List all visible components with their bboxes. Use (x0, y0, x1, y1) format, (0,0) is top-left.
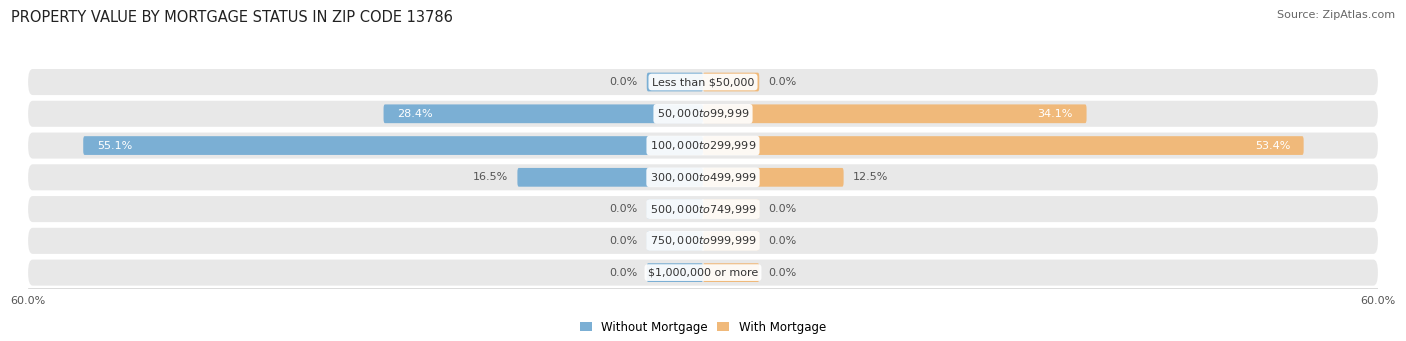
Text: 53.4%: 53.4% (1254, 140, 1291, 151)
Text: Source: ZipAtlas.com: Source: ZipAtlas.com (1277, 10, 1395, 20)
Text: 12.5%: 12.5% (852, 172, 889, 182)
Text: 16.5%: 16.5% (474, 172, 509, 182)
Text: 0.0%: 0.0% (610, 77, 638, 87)
FancyBboxPatch shape (28, 164, 1378, 190)
FancyBboxPatch shape (28, 69, 1378, 95)
FancyBboxPatch shape (647, 232, 703, 250)
Text: $50,000 to $99,999: $50,000 to $99,999 (657, 107, 749, 120)
Text: $100,000 to $299,999: $100,000 to $299,999 (650, 139, 756, 152)
Text: $1,000,000 or more: $1,000,000 or more (648, 268, 758, 278)
FancyBboxPatch shape (703, 136, 1303, 155)
Text: 0.0%: 0.0% (610, 268, 638, 278)
Text: 0.0%: 0.0% (610, 204, 638, 214)
Text: 28.4%: 28.4% (396, 109, 433, 119)
FancyBboxPatch shape (647, 200, 703, 219)
FancyBboxPatch shape (703, 263, 759, 282)
FancyBboxPatch shape (647, 73, 703, 91)
Text: $750,000 to $999,999: $750,000 to $999,999 (650, 234, 756, 247)
Text: $500,000 to $749,999: $500,000 to $749,999 (650, 203, 756, 216)
Text: 0.0%: 0.0% (610, 236, 638, 246)
FancyBboxPatch shape (83, 136, 703, 155)
FancyBboxPatch shape (28, 228, 1378, 254)
Text: $300,000 to $499,999: $300,000 to $499,999 (650, 171, 756, 184)
FancyBboxPatch shape (703, 232, 759, 250)
FancyBboxPatch shape (703, 200, 759, 219)
Text: PROPERTY VALUE BY MORTGAGE STATUS IN ZIP CODE 13786: PROPERTY VALUE BY MORTGAGE STATUS IN ZIP… (11, 10, 453, 25)
FancyBboxPatch shape (703, 104, 1087, 123)
Text: 0.0%: 0.0% (768, 236, 796, 246)
FancyBboxPatch shape (703, 73, 759, 91)
Text: 55.1%: 55.1% (97, 140, 132, 151)
Text: 34.1%: 34.1% (1038, 109, 1073, 119)
FancyBboxPatch shape (28, 260, 1378, 286)
Text: 0.0%: 0.0% (768, 77, 796, 87)
Text: Less than $50,000: Less than $50,000 (652, 77, 754, 87)
FancyBboxPatch shape (28, 133, 1378, 159)
Text: 0.0%: 0.0% (768, 204, 796, 214)
Text: 0.0%: 0.0% (768, 268, 796, 278)
FancyBboxPatch shape (647, 263, 703, 282)
FancyBboxPatch shape (517, 168, 703, 187)
FancyBboxPatch shape (28, 101, 1378, 127)
FancyBboxPatch shape (384, 104, 703, 123)
FancyBboxPatch shape (703, 168, 844, 187)
Legend: Without Mortgage, With Mortgage: Without Mortgage, With Mortgage (575, 316, 831, 338)
FancyBboxPatch shape (28, 196, 1378, 222)
